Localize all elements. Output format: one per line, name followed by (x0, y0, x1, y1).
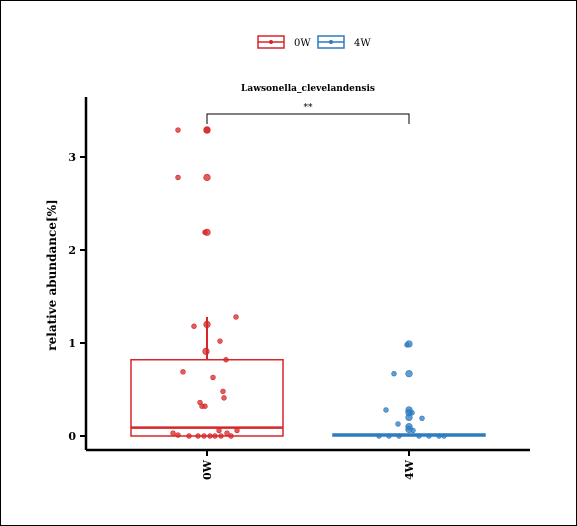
point-0W-0 (175, 127, 181, 133)
point-4W-9 (419, 415, 425, 422)
y-tick-label: 1 (68, 337, 76, 350)
significance-label: ** (304, 103, 314, 113)
legend-label: 0W (294, 38, 311, 49)
x-tick-label-4W: 4W (403, 459, 416, 480)
y-axis-label: relative abundance[%] (45, 199, 59, 350)
point-4W-10 (395, 421, 401, 427)
y-tick-label: 2 (68, 244, 76, 257)
point-0W-11 (202, 347, 210, 355)
point-0W-31 (228, 433, 234, 439)
point-0W-14 (210, 374, 216, 381)
point-0W-10 (217, 338, 223, 344)
point-4W-18 (426, 433, 432, 439)
point-0W-9 (203, 320, 211, 329)
point-0W-21 (170, 430, 176, 436)
legend-entry-0W: 0W (257, 35, 311, 49)
point-0W-23 (234, 427, 240, 434)
legend-swatch-dot (269, 40, 273, 44)
point-4W-2 (405, 370, 413, 378)
legend-swatch-dot (329, 40, 333, 44)
x-tick-label-0W: 0W (201, 459, 214, 480)
point-0W-26 (195, 433, 201, 439)
point-0W-24 (175, 432, 181, 438)
axes: 0 1 2 3 0W 4W (68, 97, 530, 480)
bracket-line (206, 113, 410, 124)
point-0W-28 (207, 433, 213, 439)
point-0W-4 (203, 173, 211, 182)
data-points (170, 126, 447, 439)
point-0W-27 (201, 433, 207, 439)
legend-entry-4W: 4W (317, 35, 371, 49)
chart-title: Lawsonella_clevelandensis (241, 84, 375, 94)
point-0W-15 (220, 388, 226, 395)
boxes (130, 316, 486, 437)
point-0W-3 (175, 174, 181, 181)
legend-label: 4W (354, 38, 371, 49)
point-4W-19 (436, 433, 442, 439)
y-tick-label: 0 (68, 430, 76, 443)
box-body (130, 358, 284, 437)
point-0W-29 (212, 433, 218, 439)
box-0W (130, 316, 284, 437)
point-4W-16 (396, 433, 402, 439)
point-4W-15 (386, 433, 392, 439)
point-0W-12 (223, 357, 229, 363)
point-0W-20 (216, 427, 222, 434)
point-0W-7 (233, 314, 239, 320)
point-0W-8 (191, 323, 197, 329)
point-4W-17 (416, 433, 422, 439)
legend: 0W 4W (257, 35, 371, 49)
point-0W-16 (221, 395, 227, 401)
point-0W-13 (180, 369, 186, 375)
point-0W-22 (224, 430, 230, 436)
significance-bracket: ** (206, 103, 410, 124)
point-4W-3 (391, 370, 397, 377)
point-0W-25 (186, 433, 192, 439)
point-0W-30 (218, 433, 224, 439)
point-0W-19 (202, 403, 208, 409)
point-4W-8 (405, 413, 413, 422)
point-4W-20 (441, 433, 447, 439)
box-4W (332, 433, 486, 437)
point-0W-6 (203, 228, 211, 236)
point-4W-14 (376, 433, 382, 439)
y-tick-label: 3 (68, 151, 76, 164)
point-4W-6 (409, 410, 415, 416)
point-0W-2 (203, 126, 211, 134)
point-4W-1 (404, 342, 410, 348)
point-4W-7 (383, 407, 389, 413)
point-4W-13 (405, 425, 413, 434)
